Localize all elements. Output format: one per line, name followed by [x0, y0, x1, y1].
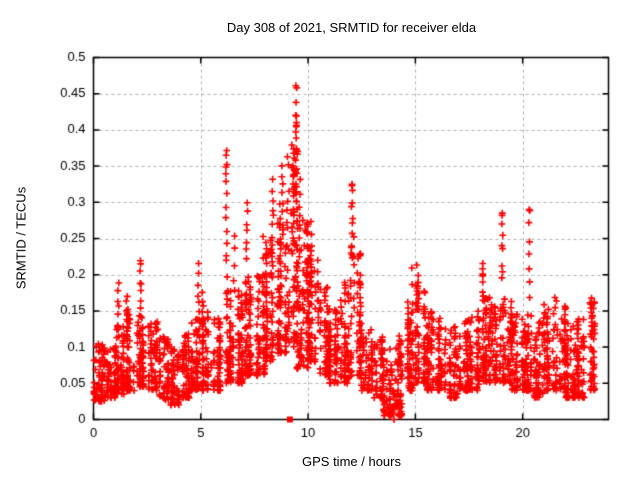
x-axis-label: GPS time / hours	[302, 454, 401, 469]
y-axis-label: SRMTID / TECUs	[13, 186, 29, 290]
chart-title: Day 308 of 2021, SRMTID for receiver eld…	[226, 20, 477, 35]
